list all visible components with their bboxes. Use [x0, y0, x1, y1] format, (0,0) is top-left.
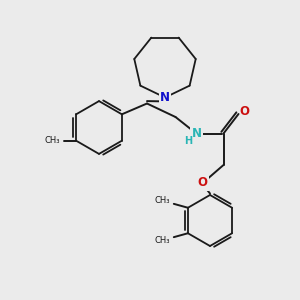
Text: O: O — [239, 105, 249, 118]
Text: CH₃: CH₃ — [154, 236, 170, 245]
Text: H: H — [184, 136, 192, 146]
Text: O: O — [197, 176, 208, 190]
Text: N: N — [191, 127, 202, 140]
Text: CH₃: CH₃ — [154, 196, 170, 205]
Text: N: N — [160, 91, 170, 104]
Text: CH₃: CH₃ — [44, 136, 60, 145]
